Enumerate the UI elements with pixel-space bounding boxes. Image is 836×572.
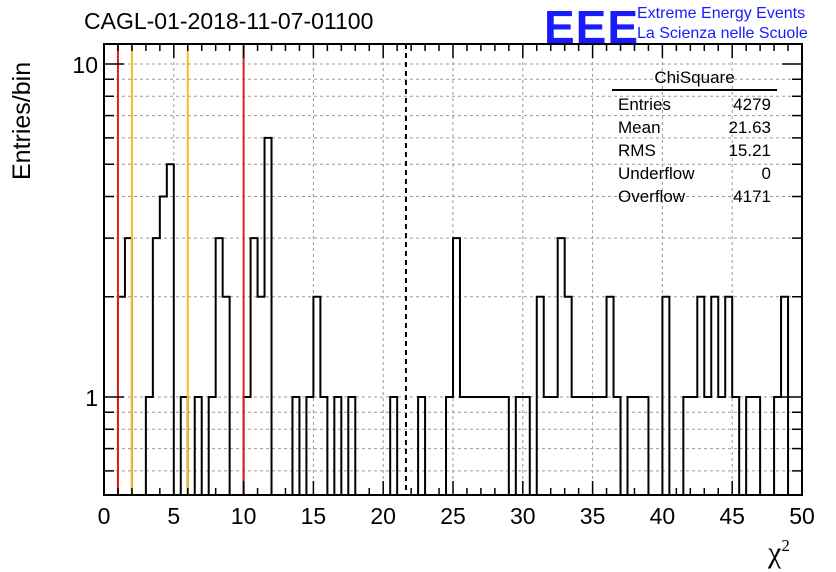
stats-row-rms: RMS 15.21 [612,139,777,162]
x-tick-label: 5 [167,503,180,529]
stats-value: 15.21 [728,141,771,160]
stats-label: Entries [618,95,671,114]
stats-label: Underflow [618,164,695,183]
x-tick-label: 20 [370,503,396,529]
x-tick-label: 30 [510,503,536,529]
stats-box: ChiSquare Entries 4279 Mean 21.63 RMS 15.21… [612,68,777,208]
stats-row-mean: Mean 21.63 [612,116,777,139]
x-tick-label: 50 [789,503,815,529]
x-tick-label: 45 [719,503,745,529]
x-tick-label: 0 [98,503,111,529]
logo-tagline-1: Extreme Energy Events [637,5,806,22]
stats-value: 4279 [733,95,771,114]
stats-title: ChiSquare [612,68,777,91]
stats-row-underflow: Underflow 0 [612,162,777,185]
stats-row-entries: Entries 4279 [612,93,777,116]
stats-value: 0 [761,164,771,183]
x-tick-label: 35 [580,503,606,529]
stats-label: Mean [618,118,661,137]
stats-label: Overflow [618,187,686,206]
stats-value: 4171 [733,187,771,206]
x-tick-label: 15 [301,503,327,529]
x-tick-label: 25 [440,503,466,529]
x-tick-label: 40 [650,503,676,529]
stats-label: RMS [618,141,656,160]
eee-logo: EEE [544,1,640,53]
x-axis-label-sup: 2 [781,536,790,555]
x-tick-label: 10 [231,503,257,529]
x-axis-label-main: χ [768,536,782,569]
x-axis-label: χ2 [768,536,790,570]
y-tick-label: 1 [85,385,98,411]
stats-value: 21.63 [728,118,771,137]
y-tick-label: 10 [72,52,98,78]
stats-row-overflow: Overflow 4171 [612,185,777,208]
run-title: CAGL-01-2018-11-07-01100 [84,8,374,34]
y-axis-label: Entries/bin [8,61,36,180]
logo-tagline-2: La Scienza nelle Scuole [637,25,808,42]
